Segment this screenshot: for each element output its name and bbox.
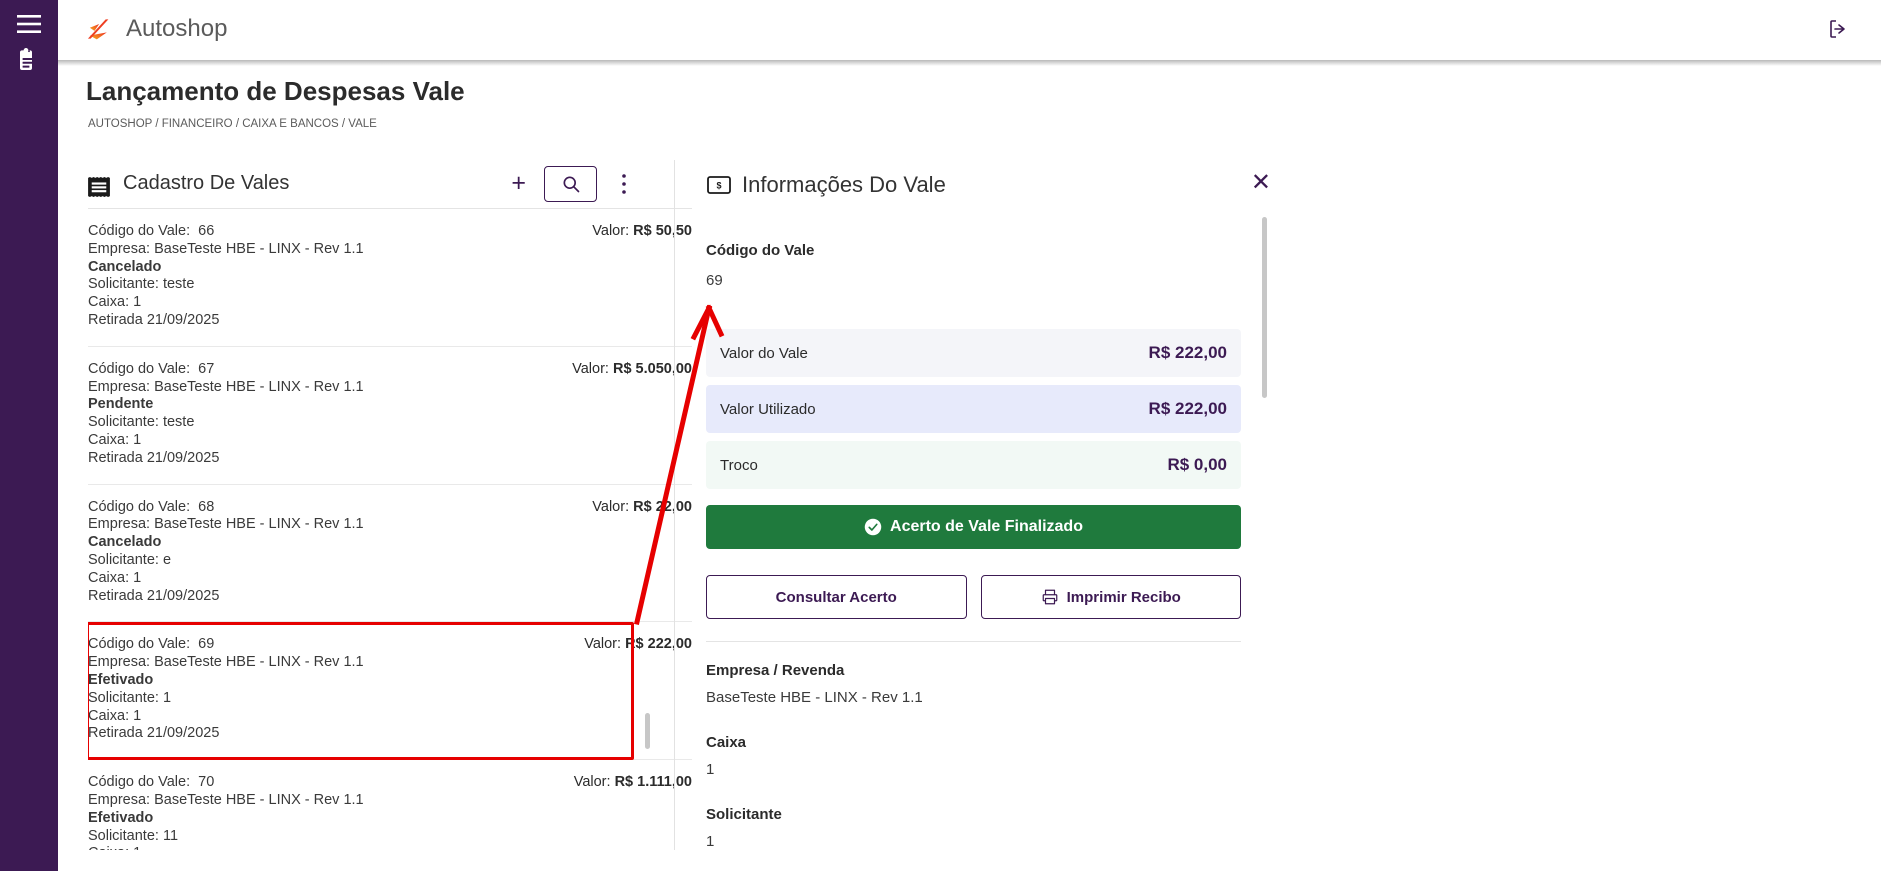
- svg-text:$: $: [716, 181, 721, 191]
